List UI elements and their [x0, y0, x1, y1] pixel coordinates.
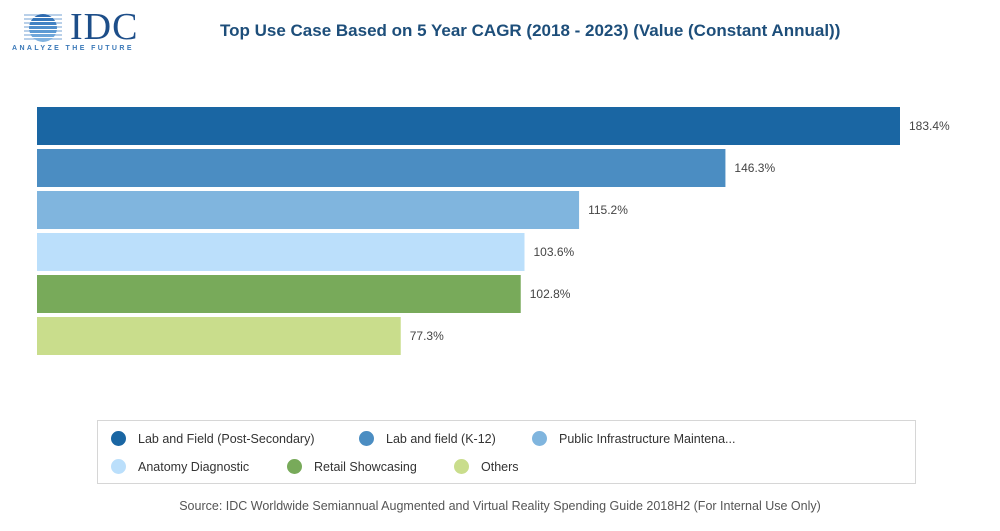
bar-4[interactable]	[37, 233, 525, 271]
logo-tagline: ANALYZE THE FUTURE	[12, 45, 134, 52]
source-note: Source: IDC Worldwide Semiannual Augment…	[179, 499, 821, 513]
legend-dot-icon	[454, 459, 469, 474]
legend-item[interactable]: Others	[454, 459, 519, 474]
legend-item[interactable]: Public Infrastructure Maintena...	[532, 431, 735, 446]
legend-label: Lab and Field (Post-Secondary)	[138, 431, 315, 446]
legend-item[interactable]: Lab and field (K-12)	[359, 431, 496, 446]
legend-label: Lab and field (K-12)	[386, 431, 496, 446]
bar-value-label: 183.4%	[909, 119, 950, 133]
globe-stripes-icon	[24, 14, 62, 42]
chart-legend: Lab and Field (Post-Secondary) Lab and f…	[97, 420, 916, 484]
bar-1[interactable]	[37, 107, 900, 145]
legend-item[interactable]: Lab and Field (Post-Secondary)	[111, 431, 314, 446]
bar-5[interactable]	[37, 275, 521, 313]
legend-label: Others	[481, 459, 519, 474]
legend-label: Public Infrastructure Maintena...	[559, 431, 736, 446]
legend-label: Retail Showcasing	[314, 459, 417, 474]
bar-value-label: 102.8%	[530, 287, 571, 301]
bar-value-label: 115.2%	[588, 203, 628, 217]
legend-item[interactable]: Anatomy Diagnostic	[111, 459, 249, 474]
chart-title: Top Use Case Based on 5 Year CAGR (2018 …	[220, 21, 841, 40]
bar-3[interactable]	[37, 191, 580, 229]
bar-value-label: 77.3%	[410, 329, 444, 343]
bar-chart: 183.4% 146.3% 115.2% 103.6% 102.8% 77.3%	[37, 107, 950, 355]
legend-dot-icon	[532, 431, 547, 446]
bar-value-label: 146.3%	[734, 161, 775, 175]
legend-dot-icon	[287, 459, 302, 474]
legend-label: Anatomy Diagnostic	[138, 459, 250, 474]
legend-dot-icon	[111, 459, 126, 474]
legend-dot-icon	[359, 431, 374, 446]
bar-6[interactable]	[37, 317, 401, 355]
bar-2[interactable]	[37, 149, 726, 187]
legend-item[interactable]: Retail Showcasing	[287, 459, 417, 474]
legend-dot-icon	[111, 431, 126, 446]
logo-wordmark: IDC	[70, 6, 139, 48]
bar-value-label: 103.6%	[533, 245, 574, 259]
bars-group: 183.4% 146.3% 115.2% 103.6% 102.8% 77.3%	[37, 107, 950, 355]
idc-logo: IDC ANALYZE THE FUTURE	[12, 6, 142, 58]
